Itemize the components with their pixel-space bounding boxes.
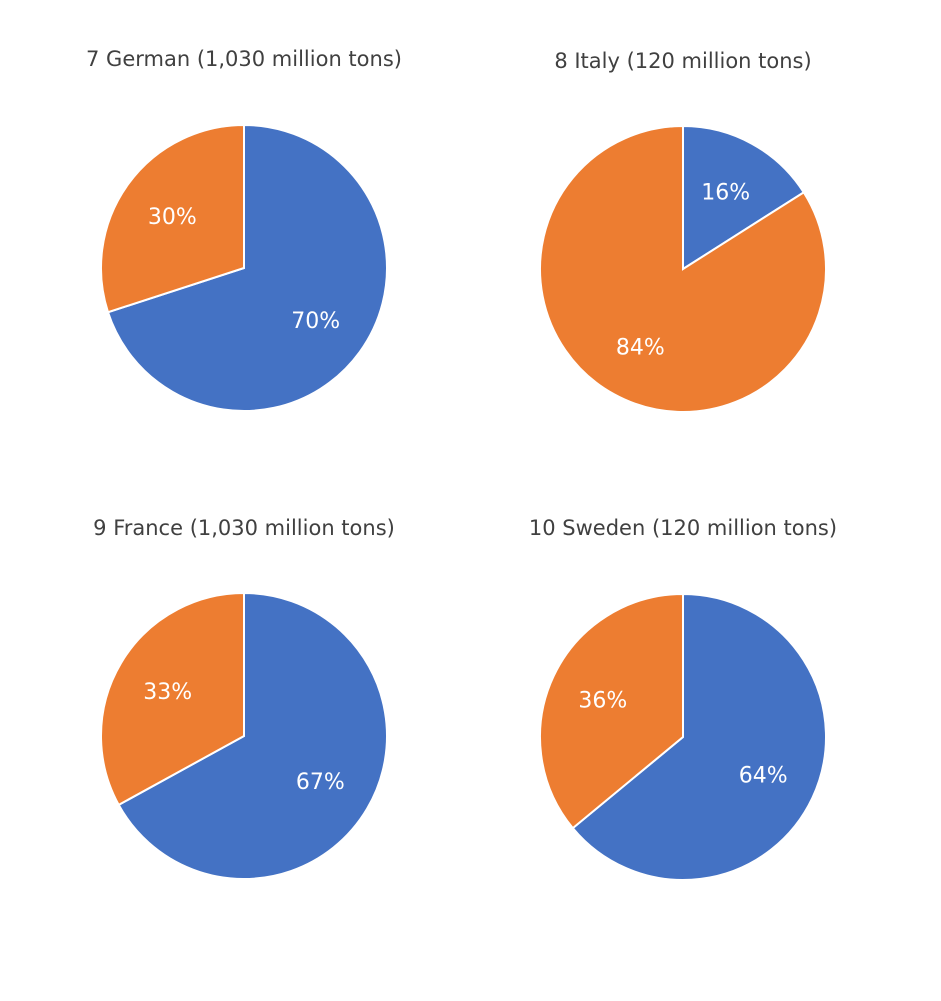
pie-chart-sweden: 10 Sweden (120 million tons) 64% 36% (529, 516, 837, 881)
pie-slices: 70% 30% (100, 123, 388, 412)
chart-title: 8 Italy (120 million tons) (554, 49, 811, 73)
slice-data-label: 36% (578, 688, 627, 713)
pie-slice-orange (100, 591, 245, 807)
slice-data-label: 84% (616, 336, 665, 361)
chart-title: 7 German (1,030 million tons) (86, 47, 402, 71)
pie-slice-orange (539, 124, 827, 413)
pie-slice-blue (571, 592, 827, 881)
pie-slices: 67% 33% (100, 591, 388, 880)
pie-chart-france: 9 France (1,030 million tons) 67% 33% (93, 516, 395, 880)
pie-slice-blue (682, 124, 806, 271)
slice-data-label: 67% (296, 770, 345, 795)
pie-chart-italy: 8 Italy (120 million tons) 16% 84% (539, 49, 827, 413)
chart-title: 10 Sweden (120 million tons) (529, 516, 837, 540)
pie-slice-orange (100, 123, 245, 314)
pie-slices: 64% 36% (539, 592, 827, 881)
chart-title: 9 France (1,030 million tons) (93, 516, 395, 540)
slice-data-label: 30% (148, 205, 197, 230)
slice-data-label: 16% (701, 180, 750, 205)
slice-data-label: 64% (739, 764, 788, 789)
pie-slice-blue (117, 591, 388, 880)
slice-data-label: 33% (143, 680, 192, 705)
slice-data-label: 70% (291, 309, 340, 334)
pie-slice-blue (106, 123, 388, 412)
pie-slice-orange (539, 592, 684, 830)
pie-slices: 16% 84% (539, 124, 827, 413)
pie-chart-german: 7 German (1,030 million tons) 70% 30% (86, 47, 402, 412)
